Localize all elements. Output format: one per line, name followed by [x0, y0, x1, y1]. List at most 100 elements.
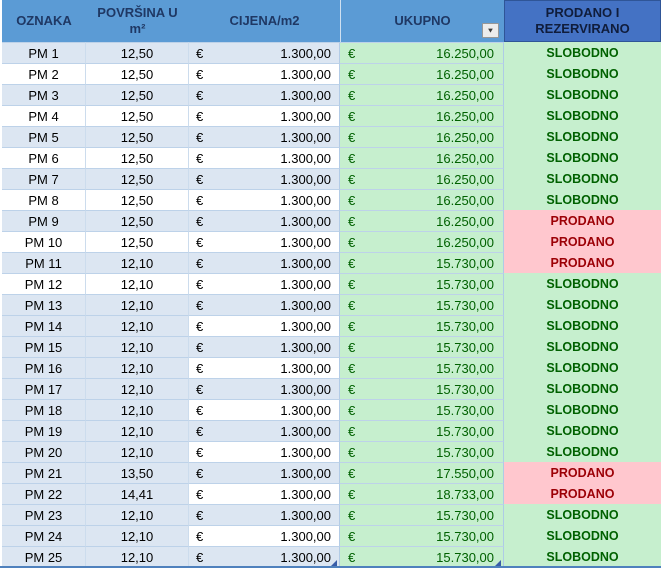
cell-ukupno[interactable]: € 16.250,00: [340, 105, 504, 126]
cell-status[interactable]: SLOBODNO: [504, 525, 661, 546]
cell-status[interactable]: SLOBODNO: [504, 126, 661, 147]
cell-povrsina[interactable]: 12,50: [86, 63, 189, 84]
cell-povrsina[interactable]: 12,10: [86, 378, 189, 399]
cell-oznaka[interactable]: PM 21: [2, 462, 86, 483]
cell-cijena[interactable]: € 1.300,00: [189, 252, 340, 273]
cell-cijena[interactable]: € 1.300,00: [189, 378, 340, 399]
cell-ukupno[interactable]: € 16.250,00: [340, 231, 504, 252]
cell-ukupno[interactable]: € 16.250,00: [340, 126, 504, 147]
cell-oznaka[interactable]: PM 11: [2, 252, 86, 273]
cell-povrsina[interactable]: 12,10: [86, 336, 189, 357]
header-status[interactable]: PRODANO I REZERVIRANO: [504, 0, 661, 42]
cell-cijena[interactable]: € 1.300,00: [189, 420, 340, 441]
cell-povrsina[interactable]: 12,10: [86, 252, 189, 273]
cell-oznaka[interactable]: PM 12: [2, 273, 86, 294]
cell-cijena[interactable]: € 1.300,00: [189, 462, 340, 483]
cell-status[interactable]: SLOBODNO: [504, 441, 661, 462]
cell-oznaka[interactable]: PM 19: [2, 420, 86, 441]
cell-oznaka[interactable]: PM 5: [2, 126, 86, 147]
cell-status[interactable]: SLOBODNO: [504, 336, 661, 357]
cell-cijena[interactable]: € 1.300,00: [189, 168, 340, 189]
cell-ukupno[interactable]: € 16.250,00: [340, 168, 504, 189]
cell-cijena[interactable]: € 1.300,00: [189, 105, 340, 126]
cell-status[interactable]: SLOBODNO: [504, 420, 661, 441]
cell-ukupno[interactable]: € 16.250,00: [340, 210, 504, 231]
cell-cijena[interactable]: € 1.300,00: [189, 231, 340, 252]
filter-dropdown-button[interactable]: ▼: [482, 23, 499, 38]
cell-status[interactable]: SLOBODNO: [504, 189, 661, 210]
cell-cijena[interactable]: € 1.300,00: [189, 357, 340, 378]
cell-povrsina[interactable]: 12,10: [86, 315, 189, 336]
cell-cijena[interactable]: € 1.300,00: [189, 525, 340, 546]
cell-cijena[interactable]: € 1.300,00: [189, 294, 340, 315]
cell-oznaka[interactable]: PM 22: [2, 483, 86, 504]
cell-ukupno[interactable]: € 18.733,00: [340, 483, 504, 504]
cell-cijena[interactable]: € 1.300,00: [189, 63, 340, 84]
cell-povrsina[interactable]: 12,50: [86, 42, 189, 63]
cell-status[interactable]: SLOBODNO: [504, 168, 661, 189]
cell-oznaka[interactable]: PM 4: [2, 105, 86, 126]
table-corner-handle[interactable]: [331, 560, 337, 566]
header-povrsina[interactable]: POVRŠINA U m²: [86, 0, 189, 42]
cell-povrsina[interactable]: 12,10: [86, 294, 189, 315]
cell-ukupno[interactable]: € 15.730,00: [340, 336, 504, 357]
cell-povrsina[interactable]: 12,50: [86, 231, 189, 252]
cell-status[interactable]: SLOBODNO: [504, 378, 661, 399]
cell-cijena[interactable]: € 1.300,00: [189, 189, 340, 210]
cell-povrsina[interactable]: 12,10: [86, 441, 189, 462]
cell-povrsina[interactable]: 12,10: [86, 525, 189, 546]
cell-cijena[interactable]: € 1.300,00: [189, 84, 340, 105]
cell-oznaka[interactable]: PM 18: [2, 399, 86, 420]
cell-status[interactable]: SLOBODNO: [504, 399, 661, 420]
cell-oznaka[interactable]: PM 2: [2, 63, 86, 84]
cell-ukupno[interactable]: € 16.250,00: [340, 63, 504, 84]
cell-ukupno[interactable]: € 15.730,00: [340, 504, 504, 525]
cell-cijena[interactable]: € 1.300,00: [189, 126, 340, 147]
cell-oznaka[interactable]: PM 16: [2, 357, 86, 378]
header-ukupno[interactable]: UKUPNO ▼: [340, 0, 504, 42]
cell-status[interactable]: SLOBODNO: [504, 105, 661, 126]
cell-cijena[interactable]: € 1.300,00: [189, 147, 340, 168]
cell-povrsina[interactable]: 12,10: [86, 546, 189, 566]
cell-povrsina[interactable]: 12,10: [86, 357, 189, 378]
cell-oznaka[interactable]: PM 9: [2, 210, 86, 231]
cell-oznaka[interactable]: PM 20: [2, 441, 86, 462]
cell-ukupno[interactable]: € 15.730,00: [340, 525, 504, 546]
cell-oznaka[interactable]: PM 13: [2, 294, 86, 315]
cell-povrsina[interactable]: 12,50: [86, 189, 189, 210]
cell-povrsina[interactable]: 12,50: [86, 126, 189, 147]
cell-status[interactable]: SLOBODNO: [504, 546, 661, 566]
cell-ukupno[interactable]: € 16.250,00: [340, 147, 504, 168]
cell-cijena[interactable]: € 1.300,00: [189, 504, 340, 525]
cell-cijena[interactable]: € 1.300,00: [189, 483, 340, 504]
cell-oznaka[interactable]: PM 1: [2, 42, 86, 63]
cell-oznaka[interactable]: PM 7: [2, 168, 86, 189]
cell-status[interactable]: SLOBODNO: [504, 357, 661, 378]
cell-povrsina[interactable]: 12,50: [86, 105, 189, 126]
cell-oznaka[interactable]: PM 3: [2, 84, 86, 105]
cell-ukupno[interactable]: € 16.250,00: [340, 84, 504, 105]
cell-povrsina[interactable]: 12,50: [86, 147, 189, 168]
cell-ukupno[interactable]: € 15.730,00: [340, 315, 504, 336]
cell-status[interactable]: PRODANO: [504, 483, 661, 504]
cell-oznaka[interactable]: PM 14: [2, 315, 86, 336]
cell-ukupno[interactable]: € 15.730,00: [340, 399, 504, 420]
cell-status[interactable]: PRODANO: [504, 210, 661, 231]
cell-status[interactable]: SLOBODNO: [504, 63, 661, 84]
cell-povrsina[interactable]: 12,10: [86, 504, 189, 525]
cell-ukupno[interactable]: € 15.730,00: [340, 378, 504, 399]
cell-ukupno[interactable]: € 15.730,00: [340, 357, 504, 378]
cell-cijena[interactable]: € 1.300,00: [189, 42, 340, 63]
cell-status[interactable]: SLOBODNO: [504, 504, 661, 525]
cell-povrsina[interactable]: 12,50: [86, 84, 189, 105]
cell-povrsina[interactable]: 12,50: [86, 168, 189, 189]
cell-ukupno[interactable]: € 15.730,00: [340, 294, 504, 315]
cell-cijena[interactable]: € 1.300,00: [189, 273, 340, 294]
cell-oznaka[interactable]: PM 24: [2, 525, 86, 546]
cell-status[interactable]: PRODANO: [504, 462, 661, 483]
cell-ukupno[interactable]: € 16.250,00: [340, 189, 504, 210]
cell-ukupno[interactable]: € 15.730,00: [340, 273, 504, 294]
cell-povrsina[interactable]: 12,10: [86, 420, 189, 441]
cell-oznaka[interactable]: PM 15: [2, 336, 86, 357]
cell-cijena[interactable]: € 1.300,00: [189, 336, 340, 357]
